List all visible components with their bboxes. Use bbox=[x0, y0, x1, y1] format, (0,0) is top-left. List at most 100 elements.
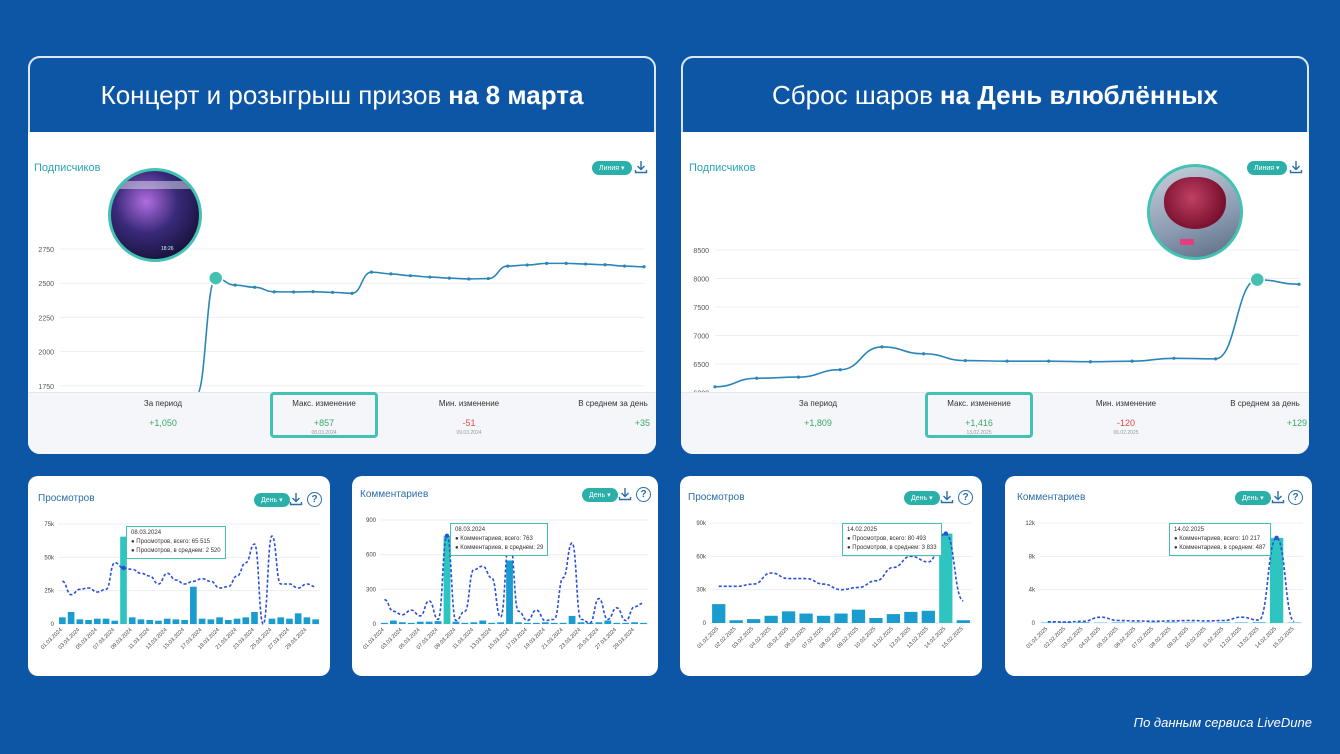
y-tick-label: 6500 bbox=[693, 362, 709, 369]
help-icon[interactable]: ? bbox=[1288, 490, 1303, 505]
y-tick-label: 300 bbox=[366, 587, 377, 593]
y-tick-label: 90k bbox=[696, 521, 707, 527]
data-point bbox=[311, 290, 315, 294]
chart-title: Просмотров bbox=[38, 493, 95, 504]
y-tick-label: 75k bbox=[44, 522, 55, 528]
period-select[interactable]: День ▾ bbox=[582, 488, 618, 502]
bar bbox=[604, 620, 612, 624]
data-point bbox=[1274, 535, 1279, 541]
bar bbox=[443, 535, 451, 624]
chart-title: Подписчиков bbox=[34, 162, 101, 174]
bar bbox=[479, 620, 487, 624]
bar bbox=[497, 622, 504, 624]
series-line bbox=[1047, 537, 1295, 623]
download-icon[interactable] bbox=[1271, 490, 1285, 504]
bar bbox=[532, 622, 540, 624]
data-point bbox=[1047, 359, 1051, 363]
stat-min: Мин. изменение -120 06.02.2025 bbox=[1095, 399, 1157, 436]
bar bbox=[294, 613, 302, 624]
bar bbox=[190, 586, 197, 624]
data-point bbox=[292, 290, 296, 294]
bar bbox=[640, 622, 647, 624]
y-tick-label: 1750 bbox=[38, 384, 54, 391]
y-tick-label: 8k bbox=[1029, 554, 1036, 560]
y-tick-label: 7000 bbox=[693, 334, 709, 341]
data-point bbox=[408, 274, 412, 278]
bar bbox=[242, 617, 250, 624]
y-tick-label: 7500 bbox=[693, 305, 709, 312]
y-tick-label: 12k bbox=[1025, 521, 1036, 527]
download-icon[interactable] bbox=[634, 160, 648, 174]
bar bbox=[128, 617, 136, 624]
data-point bbox=[642, 265, 646, 269]
y-tick-label: 600 bbox=[366, 553, 377, 559]
bar bbox=[470, 622, 478, 624]
stat-period: За период +1,050 bbox=[143, 399, 183, 428]
mode-select[interactable]: Линия ▾ bbox=[1247, 161, 1287, 175]
bar bbox=[550, 622, 558, 624]
stat-avg: В среднем за день +129 bbox=[1230, 399, 1307, 428]
bar bbox=[233, 618, 241, 624]
bar bbox=[1217, 622, 1231, 623]
bar bbox=[251, 612, 258, 624]
bar bbox=[816, 615, 831, 623]
bar bbox=[224, 620, 232, 624]
mode-label: Линия bbox=[1254, 165, 1275, 172]
stat-min: Мин. изменение -51 09.03.2024 bbox=[438, 399, 500, 436]
bar bbox=[1164, 622, 1178, 623]
y-tick-label: 30k bbox=[696, 588, 707, 594]
bar bbox=[1269, 537, 1284, 623]
views-chart: 030k60k90k01.02.202502.02.202503.02.2025… bbox=[696, 521, 972, 650]
download-icon[interactable] bbox=[289, 492, 303, 506]
download-icon[interactable] bbox=[1289, 160, 1303, 174]
event-photo: 18:26 bbox=[108, 168, 202, 262]
data-point bbox=[1130, 359, 1134, 363]
download-icon[interactable] bbox=[940, 490, 954, 504]
bar bbox=[886, 614, 901, 623]
data-point bbox=[755, 376, 759, 380]
bar bbox=[381, 622, 388, 624]
bar bbox=[939, 533, 953, 623]
data-point bbox=[506, 264, 510, 268]
chart-tooltip: 08.03.2024 ● Комментариев, всего: 763 ● Ко… bbox=[450, 523, 549, 556]
bar bbox=[515, 622, 522, 624]
stats-row: За период +1,050 Макс. изменение +857 08.03… bbox=[28, 392, 656, 454]
help-icon[interactable]: ? bbox=[958, 490, 973, 505]
bar bbox=[111, 620, 119, 624]
card-title-bold: на 8 марта bbox=[448, 79, 584, 110]
help-icon[interactable]: ? bbox=[636, 487, 651, 502]
data-point bbox=[880, 345, 884, 349]
bar bbox=[155, 620, 162, 624]
comments-feb-card: Комментариев День ▾ ? 0 4k 8k 12k 01.02.2025… bbox=[1005, 476, 1312, 676]
help-icon[interactable]: ? bbox=[307, 492, 322, 507]
bar bbox=[764, 615, 778, 623]
period-label: День bbox=[589, 492, 606, 499]
bar bbox=[921, 610, 935, 623]
bar bbox=[1252, 622, 1266, 623]
bar bbox=[577, 622, 585, 624]
bar bbox=[93, 618, 101, 624]
mode-select[interactable]: Линия ▾ bbox=[592, 161, 632, 175]
period-select[interactable]: День ▾ bbox=[904, 491, 940, 505]
y-tick-label: 8000 bbox=[693, 277, 709, 284]
period-select[interactable]: День ▾ bbox=[254, 493, 290, 507]
period-label: День bbox=[261, 497, 278, 504]
stat-max: Макс. изменение +1,416 13.02.2025 bbox=[947, 399, 1011, 436]
data-point bbox=[796, 375, 801, 379]
bar bbox=[956, 620, 970, 623]
bar bbox=[834, 613, 848, 623]
download-icon[interactable] bbox=[618, 487, 632, 501]
bar bbox=[729, 620, 743, 623]
highlight-frame bbox=[925, 392, 1033, 438]
period-select[interactable]: День ▾ bbox=[1235, 491, 1271, 505]
bar bbox=[506, 560, 513, 624]
bar bbox=[904, 611, 918, 623]
bar bbox=[869, 618, 883, 623]
bar bbox=[277, 617, 285, 624]
data-point bbox=[389, 272, 393, 276]
series-line bbox=[714, 278, 1300, 388]
event-photo bbox=[1147, 164, 1243, 260]
bar bbox=[1076, 622, 1090, 623]
card-header: Сброс шаров на День влюблённых bbox=[681, 56, 1309, 132]
y-tick-label: 60k bbox=[696, 554, 707, 560]
